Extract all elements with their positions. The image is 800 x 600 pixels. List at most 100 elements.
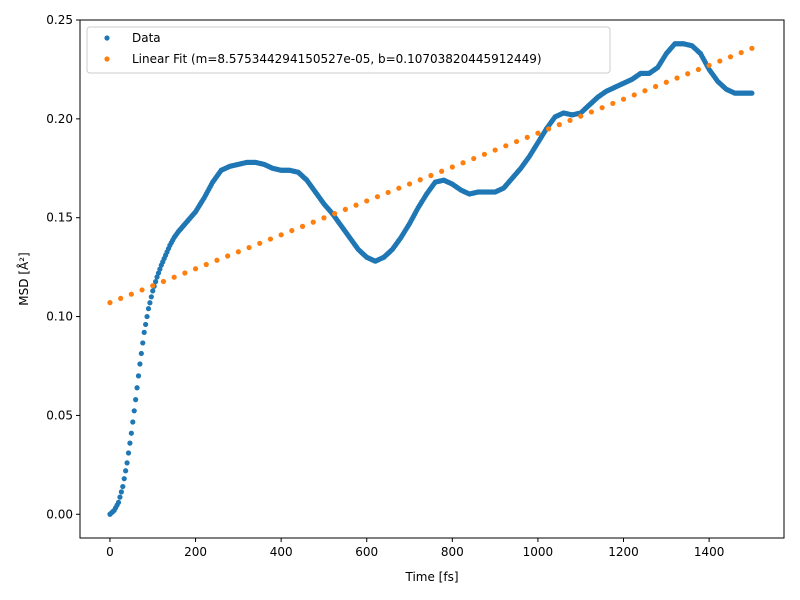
x-axis: 0 200 400 600 800 1000 1200 1400 [106,538,724,559]
fit-point [332,211,338,217]
legend: Data Linear Fit (m=8.575344294150527e-05,… [86,26,611,74]
fit-point [749,45,755,51]
x-tick-label: 1400 [694,545,725,559]
fit-point [235,249,241,255]
data-point [141,329,147,335]
fit-point [503,143,509,149]
fit-point [674,75,680,81]
fit-point [695,66,702,73]
fit-point [278,232,284,238]
data-point [140,340,146,346]
fit-point [192,266,199,272]
y-axis-label: MSD [Å²] [16,252,31,305]
data-point [130,419,136,425]
legend-label: Linear Fit (m=8.575344294150527e-05, b=0… [132,52,542,66]
x-tick-label: 1000 [523,545,554,559]
y-tick-label: 0.05 [46,408,73,422]
fit-point [599,105,605,111]
data-point [157,266,163,272]
data-point [127,440,133,446]
data-point [123,468,129,474]
fit-point [107,300,113,306]
plot-frame [79,19,785,539]
fit-point [642,88,648,94]
fit-point [727,54,734,60]
data-point [145,306,152,312]
fit-point [663,79,669,85]
data-point [749,90,755,96]
fit-point [246,244,252,251]
fit-point [567,117,573,123]
series-data [107,41,755,517]
fit-point [353,202,359,208]
fit-point [182,270,188,276]
fit-point [321,215,327,221]
legend-marker [104,56,110,62]
y-tick-label: 0.20 [46,112,73,126]
fit-point [385,189,391,196]
data-point [121,476,127,482]
data-point [125,450,132,456]
legend-label: Data [132,31,161,45]
fit-point [225,253,231,259]
fit-point [513,138,520,145]
y-tick-label: 0.00 [46,507,73,521]
y-tick-label: 0.25 [46,13,73,27]
y-tick-label: 0.15 [46,211,73,225]
fit-point [460,160,466,166]
fit-point [396,185,402,191]
fit-point [299,223,306,229]
x-tick-label: 200 [184,545,207,559]
data-point [135,373,142,379]
fit-point [535,130,541,136]
series-linear-fit [107,45,755,306]
fit-point [118,295,124,302]
x-axis-label: Time [fs] [404,570,458,584]
fit-point [139,287,145,293]
fit-point [717,58,723,64]
series-layer [107,41,755,517]
fit-point [171,274,177,280]
fit-point [578,113,584,119]
fit-point [481,151,488,157]
fit-point [214,257,220,263]
fit-point [428,172,434,179]
data-point [137,361,143,367]
plot-area [80,20,784,538]
fit-point [342,206,348,213]
x-tick-label: 0 [106,545,114,559]
fit-point [546,126,552,132]
data-point [154,274,160,280]
data-point [134,385,140,391]
x-tick-label: 600 [355,545,378,559]
fit-point [150,283,156,289]
data-point [143,321,149,328]
data-point [117,494,123,500]
data-point [133,397,139,403]
data-point [124,460,130,466]
fit-point [160,278,167,285]
fit-point [610,100,616,107]
data-point [138,350,144,357]
fit-point [267,236,274,242]
fit-point [631,92,637,98]
fit-point [588,109,595,115]
fit-point [406,181,413,187]
data-point [150,288,156,294]
fit-point [706,62,712,68]
fit-point [620,96,627,102]
fit-point [524,134,530,140]
fit-point [439,168,445,174]
fit-point [653,83,659,90]
fit-point [685,71,691,77]
fit-point [289,227,295,234]
fit-point [364,198,370,204]
fit-point [738,49,744,56]
data-point [155,270,162,276]
fit-point [128,291,134,297]
legend-box [86,26,611,74]
fit-point [449,164,455,170]
x-tick-label: 400 [270,545,293,559]
data-point [144,313,150,320]
